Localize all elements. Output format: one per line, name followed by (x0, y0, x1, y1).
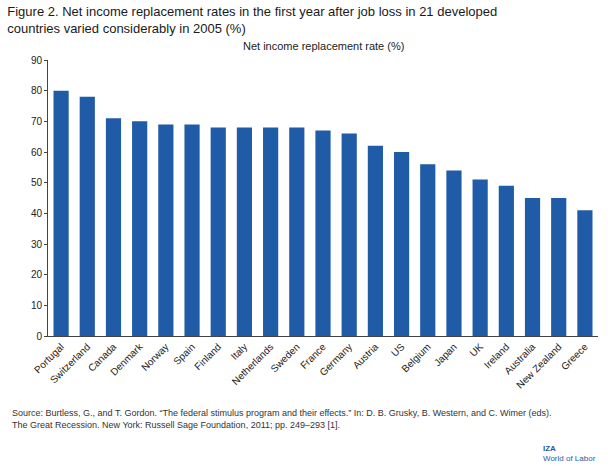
svg-text:80: 80 (31, 85, 43, 96)
svg-text:Net income replacement rate (%: Net income replacement rate (%) (243, 40, 404, 52)
svg-text:Germany: Germany (317, 341, 354, 378)
svg-text:40: 40 (31, 208, 43, 219)
svg-text:Belgium: Belgium (399, 341, 432, 374)
svg-text:Norway: Norway (139, 341, 171, 373)
svg-text:0: 0 (36, 331, 42, 342)
svg-text:Spain: Spain (171, 341, 197, 367)
svg-text:Ireland: Ireland (482, 341, 511, 370)
svg-text:Finland: Finland (192, 341, 223, 372)
svg-text:Switzerland: Switzerland (48, 341, 92, 385)
svg-text:Italy: Italy (229, 341, 250, 362)
svg-text:Austria: Austria (351, 341, 381, 371)
svg-text:Netherlands: Netherlands (230, 341, 276, 387)
svg-text:90: 90 (31, 55, 43, 66)
svg-text:Source: Burtless, G., and T. G: Source: Burtless, G., and T. Gordon. “Th… (12, 408, 552, 430)
svg-text:US: US (389, 341, 407, 359)
svg-text:Denmark: Denmark (108, 340, 145, 377)
svg-text:Portugal: Portugal (32, 341, 66, 375)
svg-text:10: 10 (31, 300, 43, 311)
svg-text:70: 70 (31, 116, 43, 127)
svg-text:UK: UK (467, 341, 485, 359)
svg-text:30: 30 (31, 239, 43, 250)
svg-text:Figure 2. Net income replaceme: Figure 2. Net income replacement rates i… (7, 4, 497, 36)
svg-text:50: 50 (31, 177, 43, 188)
svg-text:Australia: Australia (502, 341, 538, 377)
svg-text:Canada: Canada (86, 341, 119, 374)
svg-text:France: France (298, 341, 328, 371)
svg-text:New Zealand: New Zealand (514, 341, 563, 390)
svg-text:IZAWorld of Labor: IZAWorld of Labor (543, 444, 596, 463)
svg-text:Japan: Japan (432, 341, 459, 368)
svg-text:Greece: Greece (559, 341, 590, 372)
svg-text:Sweden: Sweden (268, 341, 301, 374)
svg-text:60: 60 (31, 147, 43, 158)
svg-text:20: 20 (31, 269, 43, 280)
